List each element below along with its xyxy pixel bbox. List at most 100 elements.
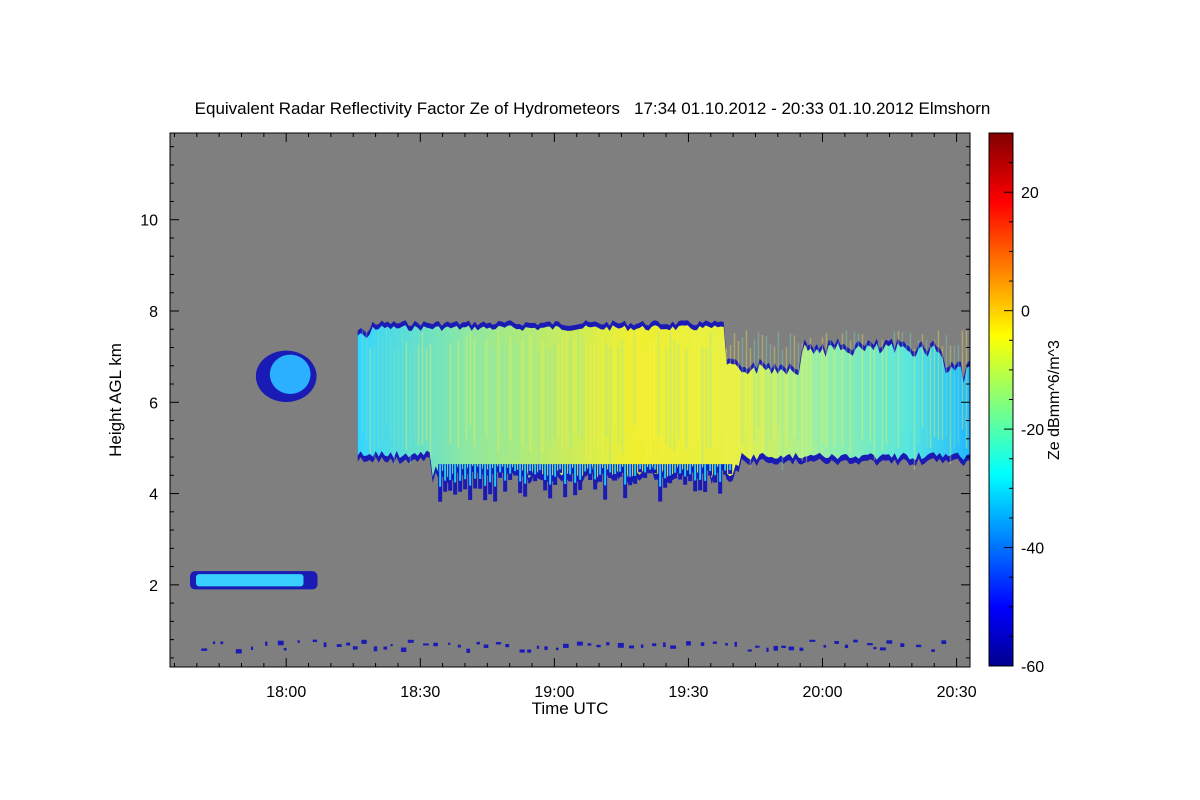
echo-clutter: [527, 649, 532, 653]
echo-fallstreak-core: [549, 464, 552, 485]
x-axis-label: Time UTC: [532, 699, 609, 718]
echo-clutter: [853, 639, 858, 643]
echo-streak: [465, 335, 468, 441]
echo-fallstreak-core: [479, 464, 482, 479]
echo-streak: [937, 330, 940, 440]
echo-streak: [865, 340, 868, 434]
echo-streak: [545, 349, 548, 442]
echo-clutter: [652, 643, 657, 647]
echo-streak: [757, 332, 760, 429]
echo-streak: [521, 340, 524, 446]
echo-clutter: [390, 644, 393, 647]
colorbar-tick-label: -60: [1021, 659, 1044, 676]
echo-fallstreak-core: [664, 464, 667, 479]
echo-fallstreak-core: [674, 464, 677, 473]
echo-streak: [741, 337, 744, 446]
echo-streak: [821, 337, 824, 444]
echo-clutter: [844, 644, 849, 649]
echo-fallstreak-core: [614, 464, 617, 475]
echo-fallstreak-core: [494, 464, 497, 487]
echo-streak: [925, 339, 928, 447]
echo-streak: [421, 332, 424, 445]
x-tick-label: 20:30: [937, 684, 977, 701]
echo-streak: [645, 346, 648, 461]
echo-streak: [877, 343, 880, 435]
echo-streak: [605, 344, 608, 438]
echo-streak: [753, 339, 756, 443]
echo-streak: [921, 333, 924, 428]
echo-fallstreak-core: [719, 464, 722, 482]
echo-streak: [525, 334, 528, 445]
echo-clutter: [505, 644, 510, 648]
echo-clutter: [873, 646, 877, 650]
echo-clutter: [235, 649, 242, 654]
echo-clutter: [617, 642, 624, 648]
echo-streak: [429, 343, 432, 460]
echo-streak: [685, 349, 688, 450]
echo-streak: [885, 344, 888, 445]
echo-streak: [373, 345, 376, 458]
echo-fallstreak-core: [649, 464, 652, 470]
echo-fallstreak-core: [589, 464, 592, 474]
echo-streak: [601, 335, 604, 453]
echo-streak: [441, 341, 444, 458]
echo-streak: [725, 348, 728, 467]
echo-clutter: [536, 645, 540, 649]
echo-streak: [893, 331, 896, 448]
echo-clutter: [519, 649, 525, 653]
echo-fallstreak-core: [659, 464, 662, 487]
echo-streak: [665, 349, 668, 444]
echo-clutter: [734, 641, 738, 647]
echo-clutter: [879, 647, 886, 651]
echo-streak: [629, 332, 632, 444]
echo-fallstreak-core: [654, 464, 657, 470]
echo-streak: [425, 348, 428, 441]
echo-fallstreak-core: [609, 464, 612, 473]
echo-streak: [705, 348, 708, 448]
echo-clutter: [686, 641, 691, 646]
echo-clutter: [323, 642, 327, 648]
echo-clutter: [628, 645, 635, 649]
echo-streak: [717, 337, 720, 436]
echo-fallstreak-core: [684, 464, 687, 477]
colorbar-label: Ze dBmm^6/m^3: [1046, 340, 1063, 460]
x-tick-label: 18:00: [266, 684, 306, 701]
echo-fallstreak-core: [584, 464, 587, 472]
echo-fallstreak-core: [454, 464, 457, 483]
x-tick-label: 19:00: [534, 684, 574, 701]
echo-streak: [913, 348, 916, 470]
echo-streak: [385, 330, 388, 423]
echo-fallstreak-core: [464, 464, 467, 480]
echo-clutter: [423, 643, 429, 646]
echo-clutter: [663, 642, 666, 648]
echo-streak: [873, 346, 876, 461]
echo-clutter: [433, 642, 438, 647]
colorbar-axis: -60 -40 -20 0 20: [1004, 132, 1044, 676]
echo-clutter: [900, 643, 905, 647]
echo-fallstreak-core: [544, 464, 547, 480]
echo-fallstreak-core: [519, 464, 522, 482]
echo-streak: [445, 332, 448, 435]
echo-streak: [677, 344, 680, 439]
echo-streak: [965, 330, 968, 449]
echo-streak: [929, 345, 932, 449]
echo-clutter: [383, 646, 388, 650]
echo-fallstreak-core: [629, 464, 632, 477]
echo-streak: [653, 339, 656, 441]
x-tick-label: 20:00: [802, 684, 842, 701]
echo-streak: [729, 344, 732, 460]
echo-streak: [481, 333, 484, 443]
echo-streak: [933, 339, 936, 437]
echo-streak: [477, 342, 480, 451]
colorbar-tick-label: 20: [1021, 185, 1039, 202]
echo-streak: [497, 330, 500, 451]
echo-streak: [633, 330, 636, 426]
echo-clutter: [483, 644, 489, 649]
echo-fallstreak-core: [459, 464, 462, 481]
echo-clutter: [476, 641, 480, 645]
echo-streak: [381, 338, 384, 442]
echo-streak: [785, 347, 788, 446]
echo-streak: [881, 339, 884, 451]
echo-fallstreak-core: [449, 464, 452, 481]
echo-streak: [573, 340, 576, 433]
